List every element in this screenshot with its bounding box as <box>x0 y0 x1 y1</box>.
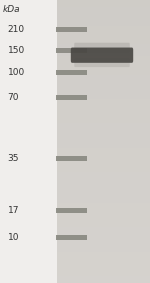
FancyBboxPatch shape <box>57 0 150 283</box>
FancyBboxPatch shape <box>74 58 130 67</box>
Text: 10: 10 <box>8 233 19 242</box>
FancyBboxPatch shape <box>56 27 87 32</box>
Text: 17: 17 <box>8 206 19 215</box>
FancyBboxPatch shape <box>56 95 87 100</box>
Text: kDa: kDa <box>3 5 21 14</box>
FancyBboxPatch shape <box>56 208 87 213</box>
FancyBboxPatch shape <box>56 70 87 75</box>
Text: 35: 35 <box>8 154 19 163</box>
FancyBboxPatch shape <box>74 43 130 53</box>
FancyBboxPatch shape <box>71 48 133 63</box>
Text: 150: 150 <box>8 46 25 55</box>
FancyBboxPatch shape <box>56 48 87 53</box>
FancyBboxPatch shape <box>56 235 87 240</box>
FancyBboxPatch shape <box>56 156 87 161</box>
Text: 100: 100 <box>8 68 25 77</box>
Text: 70: 70 <box>8 93 19 102</box>
Text: 210: 210 <box>8 25 25 34</box>
